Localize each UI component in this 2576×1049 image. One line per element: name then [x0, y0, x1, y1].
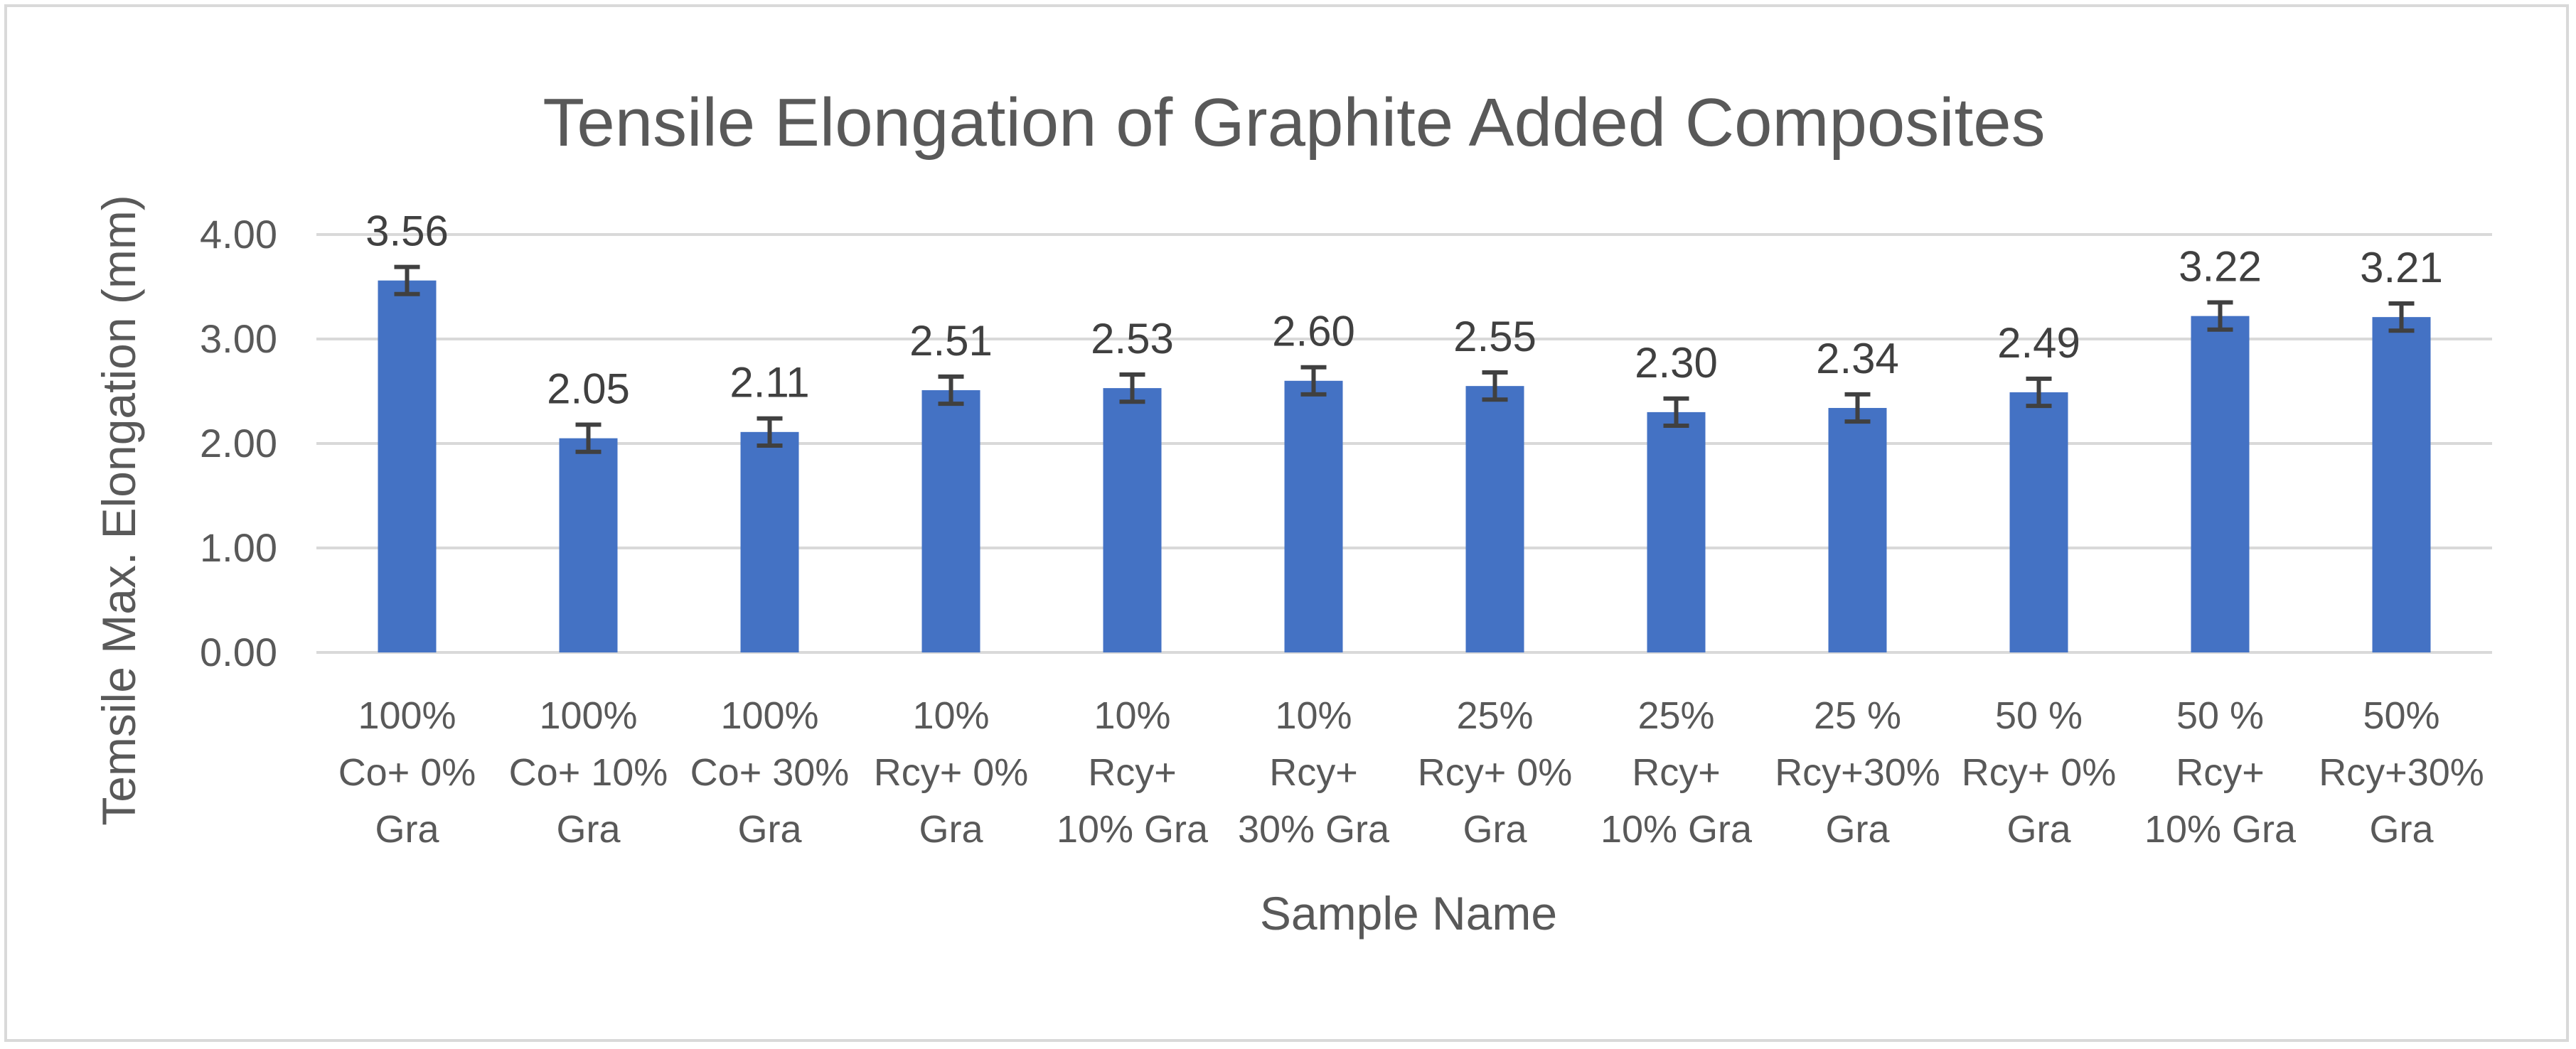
- y-tick-label: 3.00: [200, 316, 277, 361]
- bar: [1103, 388, 1162, 652]
- data-label: 2.49: [1997, 319, 2080, 367]
- error-bar: [2388, 301, 2415, 333]
- error-bar: [2207, 300, 2233, 332]
- y-tick-label: 1.00: [200, 525, 277, 570]
- x-category-label: 100% Co+ 30% Gra: [690, 694, 850, 851]
- x-category-label: 10% Rcy+ 10% Gra: [1057, 694, 1209, 851]
- data-label: 2.55: [1453, 313, 1536, 360]
- data-label: 2.30: [1635, 339, 1718, 387]
- bar: [2372, 317, 2431, 652]
- bar: [1465, 386, 1524, 652]
- error-bar: [757, 416, 783, 448]
- bar: [1284, 380, 1343, 652]
- y-axis-title: Temsile Max. Elongation (mm): [92, 195, 145, 826]
- x-category-label: 10% Rcy+ 0% Gra: [874, 694, 1029, 851]
- error-bar: [1844, 392, 1871, 424]
- bars: [378, 280, 2431, 652]
- data-label: 2.05: [547, 365, 630, 413]
- y-axis-ticks: 0.00 1.00 2.00 3.00 4.00: [200, 212, 277, 674]
- error-bar: [394, 264, 420, 296]
- data-label: 2.53: [1091, 315, 1174, 362]
- data-label: 3.21: [2360, 244, 2443, 291]
- error-bar: [1482, 370, 1508, 402]
- y-tick-label: 4.00: [200, 212, 277, 257]
- error-bar: [1300, 365, 1327, 397]
- bar: [1828, 408, 1887, 652]
- data-labels: 3.56 2.05 2.11 2.51 2.53 2.60 2.55 2.30 2.34 2.49…: [365, 208, 2443, 413]
- x-category-label: 10% Rcy+ 30% Gra: [1238, 694, 1390, 851]
- bar: [2191, 316, 2250, 652]
- bar: [378, 280, 437, 652]
- error-bar: [2026, 376, 2052, 409]
- bar: [740, 431, 799, 652]
- error-bar: [1663, 396, 1689, 429]
- x-category-label: 50 % Rcy+ 10% Gra: [2144, 694, 2297, 851]
- data-label: 3.56: [365, 208, 449, 255]
- error-bar: [575, 422, 602, 454]
- x-category-label: 100% Co+ 0% Gra: [338, 694, 476, 851]
- y-tick-label: 2.00: [200, 421, 277, 466]
- error-bars: [394, 264, 2415, 454]
- x-axis-title: Sample Name: [1260, 887, 1557, 940]
- x-category-label: 50 % Rcy+ 0% Gra: [1962, 694, 2117, 851]
- bar: [921, 390, 980, 652]
- error-bar: [938, 374, 964, 407]
- x-category-label: 25 % Rcy+30% Gra: [1775, 694, 1940, 851]
- data-label: 2.60: [1272, 308, 1355, 355]
- bar: [2009, 392, 2068, 652]
- error-bar: [1119, 372, 1145, 404]
- x-category-label: 25% Rcy+ 10% Gra: [1600, 694, 1753, 851]
- y-tick-label: 0.00: [200, 630, 277, 674]
- gridlines: [316, 233, 2492, 654]
- data-label: 3.22: [2179, 243, 2262, 291]
- data-label: 2.34: [1816, 335, 1899, 382]
- chart-title: Tensile Elongation of Graphite Added Com…: [543, 85, 2045, 161]
- bar: [559, 438, 618, 652]
- data-label: 2.11: [729, 359, 809, 407]
- data-label: 2.51: [909, 317, 993, 365]
- x-category-label: 100% Co+ 10% Gra: [509, 694, 668, 851]
- bar: [1647, 411, 1706, 652]
- x-category-label: 25% Rcy+ 0% Gra: [1418, 694, 1573, 851]
- x-category-label: 50% Rcy+30% Gra: [2319, 694, 2484, 851]
